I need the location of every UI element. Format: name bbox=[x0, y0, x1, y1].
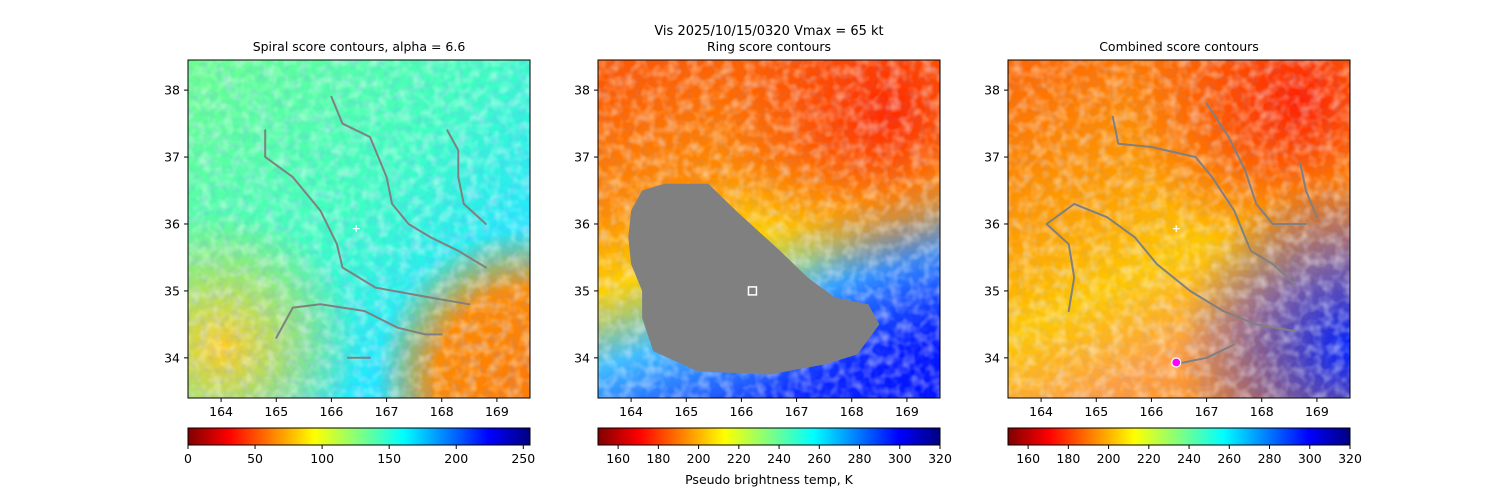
contour-line bbox=[275, 303, 443, 339]
x-tick-label: 168 bbox=[840, 404, 864, 419]
contour-line bbox=[446, 129, 487, 225]
contour-line bbox=[1205, 102, 1307, 225]
colorbar-tick-label: 320 bbox=[928, 451, 952, 466]
y-tick-label: 37 bbox=[164, 150, 180, 165]
colorbar-tick-label: 220 bbox=[727, 451, 751, 466]
contour-line bbox=[1172, 343, 1236, 366]
panel-3: Combined score contours 164 165 166 167 168 16… bbox=[984, 39, 1362, 466]
x-tick-label: 168 bbox=[1250, 404, 1274, 419]
y-tick-label: 35 bbox=[164, 283, 180, 298]
x-tick-label: 166 bbox=[1139, 404, 1163, 419]
y-tick-label: 36 bbox=[984, 216, 1000, 231]
colorbar-tick-label: 0 bbox=[184, 451, 192, 466]
combined-center-marker bbox=[1171, 357, 1182, 368]
y-tick-label: 38 bbox=[984, 83, 1000, 98]
contour-line bbox=[264, 129, 471, 306]
y-tick-label: 36 bbox=[574, 216, 590, 231]
plot-frame bbox=[597, 59, 941, 399]
colorbar-label: Pseudo brightness temp, K bbox=[685, 472, 854, 487]
y-tick-label: 37 bbox=[574, 150, 590, 165]
colorbar-tick-label: 240 bbox=[767, 451, 791, 466]
panel-2: Ring score contours 164 165 166 167 168 169 34 3… bbox=[574, 39, 952, 487]
colorbar-tick-label: 200 bbox=[444, 451, 468, 466]
colorbar-tick-label: 200 bbox=[687, 451, 711, 466]
panel-1: Spiral score contours, alpha = 6.6 164 165… bbox=[164, 39, 535, 466]
colorbar-tick-label: 180 bbox=[646, 451, 670, 466]
x-tick-label: 167 bbox=[375, 404, 399, 419]
colorbar-tick-label: 300 bbox=[888, 451, 912, 466]
colorbar-tick-label: 250 bbox=[511, 451, 535, 466]
x-tick-label: 164 bbox=[1029, 404, 1053, 419]
colorbar-tick-label: 160 bbox=[606, 451, 630, 466]
colorbar-tick-label: 200 bbox=[1097, 451, 1121, 466]
colorbar-tick-label: 240 bbox=[1177, 451, 1201, 466]
colorbar-tick-label: 160 bbox=[1016, 451, 1040, 466]
x-tick-label: 167 bbox=[1195, 404, 1219, 419]
y-tick-label: 35 bbox=[574, 283, 590, 298]
contour-line bbox=[1045, 202, 1296, 333]
x-tick-label: 164 bbox=[209, 404, 233, 419]
x-tick-label: 167 bbox=[785, 404, 809, 419]
x-tick-label: 166 bbox=[729, 404, 753, 419]
x-tick-label: 169 bbox=[895, 404, 919, 419]
heatmap-field bbox=[598, 60, 940, 398]
y-tick-label: 36 bbox=[164, 216, 180, 231]
plot-frame bbox=[187, 59, 531, 399]
colorbar-tick-label: 180 bbox=[1056, 451, 1080, 466]
colorbar-tick-label: 50 bbox=[247, 451, 263, 466]
colorbar bbox=[187, 427, 531, 446]
contour-line bbox=[1111, 115, 1296, 286]
panel-title: Spiral score contours, alpha = 6.6 bbox=[253, 39, 466, 54]
panel-title: Ring score contours bbox=[707, 39, 831, 54]
y-tick-label: 38 bbox=[574, 83, 590, 98]
center-marker bbox=[1172, 225, 1180, 233]
contour-line bbox=[1299, 162, 1318, 219]
y-tick-label: 34 bbox=[574, 350, 590, 365]
colorbar-tick-label: 280 bbox=[848, 451, 872, 466]
heatmap-field bbox=[188, 60, 530, 398]
x-tick-label: 165 bbox=[1084, 404, 1108, 419]
heatmap-field bbox=[1008, 60, 1350, 398]
suptitle: Vis 2025/10/15/0320 Vmax = 65 kt bbox=[654, 24, 883, 39]
contour-line bbox=[330, 95, 487, 269]
masked-region bbox=[628, 183, 880, 375]
colorbar bbox=[597, 427, 941, 446]
panel-title: Combined score contours bbox=[1099, 39, 1259, 54]
colorbar-tick-label: 300 bbox=[1298, 451, 1322, 466]
colorbar-tick-label: 260 bbox=[1217, 451, 1241, 466]
colorbar-tick-label: 150 bbox=[377, 451, 401, 466]
colorbar-tick-label: 260 bbox=[807, 451, 831, 466]
y-tick-label: 38 bbox=[164, 83, 180, 98]
y-tick-label: 34 bbox=[164, 350, 180, 365]
colorbar bbox=[1007, 427, 1351, 446]
ring-center-marker bbox=[747, 286, 758, 296]
colorbar-tick-label: 280 bbox=[1258, 451, 1282, 466]
y-tick-label: 34 bbox=[984, 350, 1000, 365]
x-tick-label: 168 bbox=[430, 404, 454, 419]
x-tick-label: 169 bbox=[1305, 404, 1329, 419]
x-tick-label: 169 bbox=[485, 404, 509, 419]
plot-frame bbox=[1007, 59, 1351, 399]
colorbar-tick-label: 100 bbox=[310, 451, 334, 466]
colorbar-tick-label: 220 bbox=[1137, 451, 1161, 466]
x-tick-label: 164 bbox=[619, 404, 643, 419]
x-tick-label: 166 bbox=[319, 404, 343, 419]
center-marker bbox=[352, 225, 360, 233]
colorbar-tick-label: 320 bbox=[1338, 451, 1362, 466]
y-tick-label: 37 bbox=[984, 150, 1000, 165]
y-tick-label: 35 bbox=[984, 283, 1000, 298]
x-tick-label: 165 bbox=[264, 404, 288, 419]
x-tick-label: 165 bbox=[674, 404, 698, 419]
